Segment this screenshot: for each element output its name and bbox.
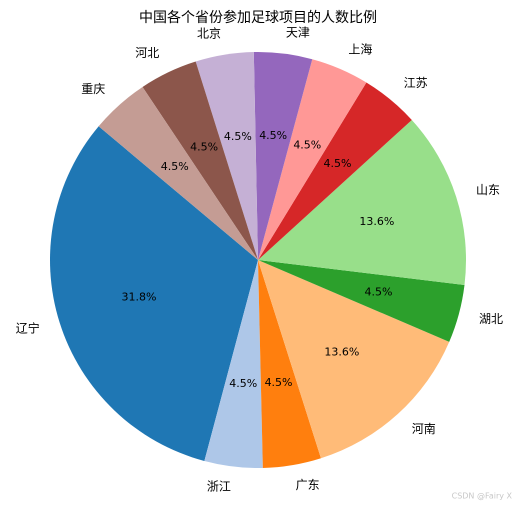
watermark: CSDN @Fairy X	[452, 492, 513, 501]
slice-label: 广东	[296, 478, 320, 492]
value-label: 4.5%	[229, 377, 257, 390]
slice-label: 河北	[135, 46, 159, 60]
value-label: 13.6%	[359, 215, 394, 228]
chart-title: 中国各个省份参加足球项目的人数比例	[139, 9, 377, 26]
value-label: 4.5%	[365, 285, 393, 298]
pie-slice	[258, 59, 367, 260]
pie-slice	[258, 260, 321, 468]
pie-slice	[258, 119, 467, 285]
value-label: 4.5%	[265, 376, 293, 389]
slice-label: 湖北	[479, 311, 503, 326]
value-label: 4.5%	[161, 160, 189, 173]
pie-slice	[195, 52, 258, 261]
pie-slice	[258, 82, 412, 261]
value-label: 4.5%	[259, 129, 287, 142]
slice-label: 北京	[197, 27, 221, 41]
slice-label: 江苏	[404, 76, 428, 90]
value-label: 31.8%	[122, 291, 157, 304]
slice-label: 辽宁	[16, 320, 40, 335]
slice-label: 重庆	[81, 82, 105, 96]
slice-label: 天津	[286, 25, 310, 39]
value-label: 4.5%	[224, 130, 252, 143]
pie-slice	[253, 52, 313, 260]
pie-slice	[258, 260, 465, 342]
pie-slice	[204, 260, 263, 468]
value-label: 4.5%	[190, 140, 218, 153]
pie-slice	[142, 61, 258, 260]
pie-slice	[50, 126, 259, 461]
value-label: 4.5%	[323, 157, 351, 170]
pie-slice	[258, 260, 450, 459]
pie-slice	[98, 86, 259, 261]
value-label: 13.6%	[324, 345, 359, 358]
slice-label: 上海	[348, 41, 372, 56]
slice-label: 河南	[412, 421, 436, 436]
slice-label: 浙江	[207, 480, 231, 494]
value-label: 4.5%	[293, 138, 321, 151]
slice-label: 山东	[476, 183, 500, 197]
